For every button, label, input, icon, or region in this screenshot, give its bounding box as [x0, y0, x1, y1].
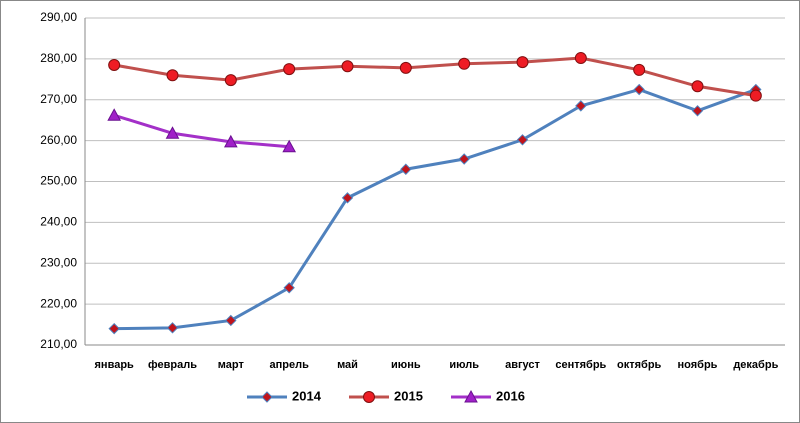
y-tick-label: 290,00 [40, 10, 77, 24]
series-line [113, 113, 290, 149]
x-tick-label: сентябрь [555, 359, 606, 371]
y-tick-label: 250,00 [40, 174, 77, 188]
marker [574, 52, 587, 65]
x-tick-label: июль [449, 359, 479, 371]
marker [575, 100, 587, 112]
marker [225, 314, 237, 327]
marker [458, 153, 470, 165]
marker [749, 89, 762, 102]
x-tick-label: январь [95, 359, 135, 371]
marker [166, 69, 179, 82]
marker [400, 163, 412, 175]
y-tick-label: 230,00 [40, 255, 77, 269]
x-tick-label: ноябрь [678, 359, 718, 371]
marker [283, 282, 295, 294]
marker [166, 322, 179, 334]
marker [108, 59, 121, 72]
y-tick-label: 220,00 [40, 296, 77, 310]
x-tick-label: июнь [391, 359, 421, 371]
x-tick-label: март [218, 359, 245, 371]
x-tick-label: декабрь [733, 359, 778, 371]
marker [224, 74, 237, 87]
marker [223, 134, 238, 148]
series-line [113, 56, 757, 98]
x-tick-label: февраль [148, 359, 197, 371]
legend-label: 2014 [292, 388, 322, 403]
marker [464, 389, 478, 403]
marker [341, 192, 354, 204]
y-tick-label: 280,00 [40, 51, 77, 65]
y-tick-label: 260,00 [40, 133, 77, 147]
x-tick-label: октябрь [617, 359, 662, 371]
marker [341, 60, 354, 73]
y-tick-label: 210,00 [40, 337, 77, 351]
series-line [114, 87, 757, 331]
marker [165, 126, 180, 139]
marker [691, 105, 704, 117]
marker [516, 56, 529, 69]
marker [282, 139, 297, 153]
marker [516, 134, 529, 146]
y-tick-label: 240,00 [40, 215, 77, 229]
x-tick-label: май [337, 359, 358, 371]
x-tick-label: август [505, 359, 540, 371]
y-tick-label: 270,00 [40, 92, 77, 106]
marker [633, 63, 646, 76]
x-tick-label: апрель [269, 359, 309, 371]
marker [363, 391, 375, 403]
legend-label: 2015 [394, 388, 423, 403]
marker [633, 83, 645, 96]
legend-label: 2016 [496, 388, 525, 403]
marker [399, 61, 412, 74]
marker [283, 63, 296, 76]
marker [108, 322, 120, 335]
marker [261, 391, 273, 403]
marker [691, 80, 704, 93]
marker [107, 108, 122, 121]
marker [458, 57, 471, 70]
